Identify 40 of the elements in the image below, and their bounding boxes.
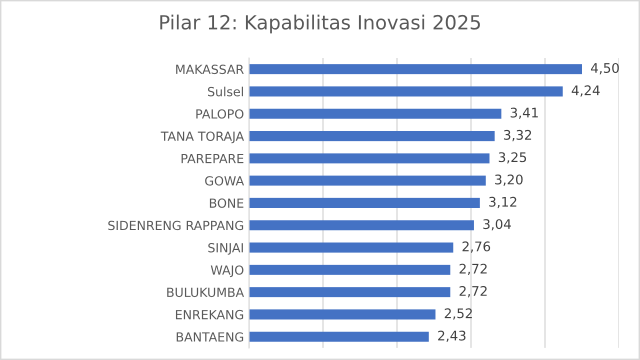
bar [249, 242, 454, 253]
y-tick-label: MAKASSAR [176, 64, 244, 74]
bar [249, 198, 480, 208]
y-tick-label: SIDENRENG RAPPANG [108, 220, 244, 230]
data-label: 2,52 [444, 308, 472, 320]
bar [249, 220, 474, 230]
data-label: 3,41 [510, 108, 538, 119]
bar [249, 176, 486, 186]
y-tick-label: BONE [210, 198, 244, 208]
y-tick-label: ENREKANG [176, 310, 244, 320]
bar [249, 309, 436, 320]
chart-title: Pilar 12: Kapabilitas Inovasi 2025 [160, 14, 480, 34]
data-label: 2,72 [460, 286, 487, 298]
y-tick-label: SINJAI [208, 243, 243, 255]
data-label: 2,43 [438, 330, 466, 342]
data-label: 3,04 [483, 219, 511, 230]
bar [249, 131, 495, 142]
data-label: 4,50 [590, 63, 619, 74]
data-label: 3,12 [489, 196, 516, 208]
data-label: 3,25 [498, 152, 526, 164]
bar [249, 264, 450, 275]
data-label: 3,32 [504, 130, 532, 142]
y-tick-label: WAJO [210, 265, 244, 278]
y-tick-label: BULUKUMBA [167, 288, 244, 298]
y-tick-label: TANA TORAJA [160, 132, 244, 144]
bar [249, 153, 490, 164]
y-tick-label: Sulsel [208, 86, 243, 96]
bar [249, 287, 450, 298]
bar [249, 332, 429, 342]
data-label: 4,24 [572, 85, 600, 97]
y-tick-label: PAREPARE [182, 154, 244, 164]
y-tick-label: GOWA [205, 176, 244, 186]
bar [249, 64, 582, 74]
data-label: 2,72 [460, 264, 487, 276]
y-tick-label: BANTAENG [176, 332, 244, 342]
data-label: 2,76 [462, 241, 490, 253]
y-tick-label: PALOPO [196, 109, 244, 119]
bar [249, 86, 563, 96]
bar [249, 108, 502, 119]
data-label: 3,20 [495, 174, 523, 186]
